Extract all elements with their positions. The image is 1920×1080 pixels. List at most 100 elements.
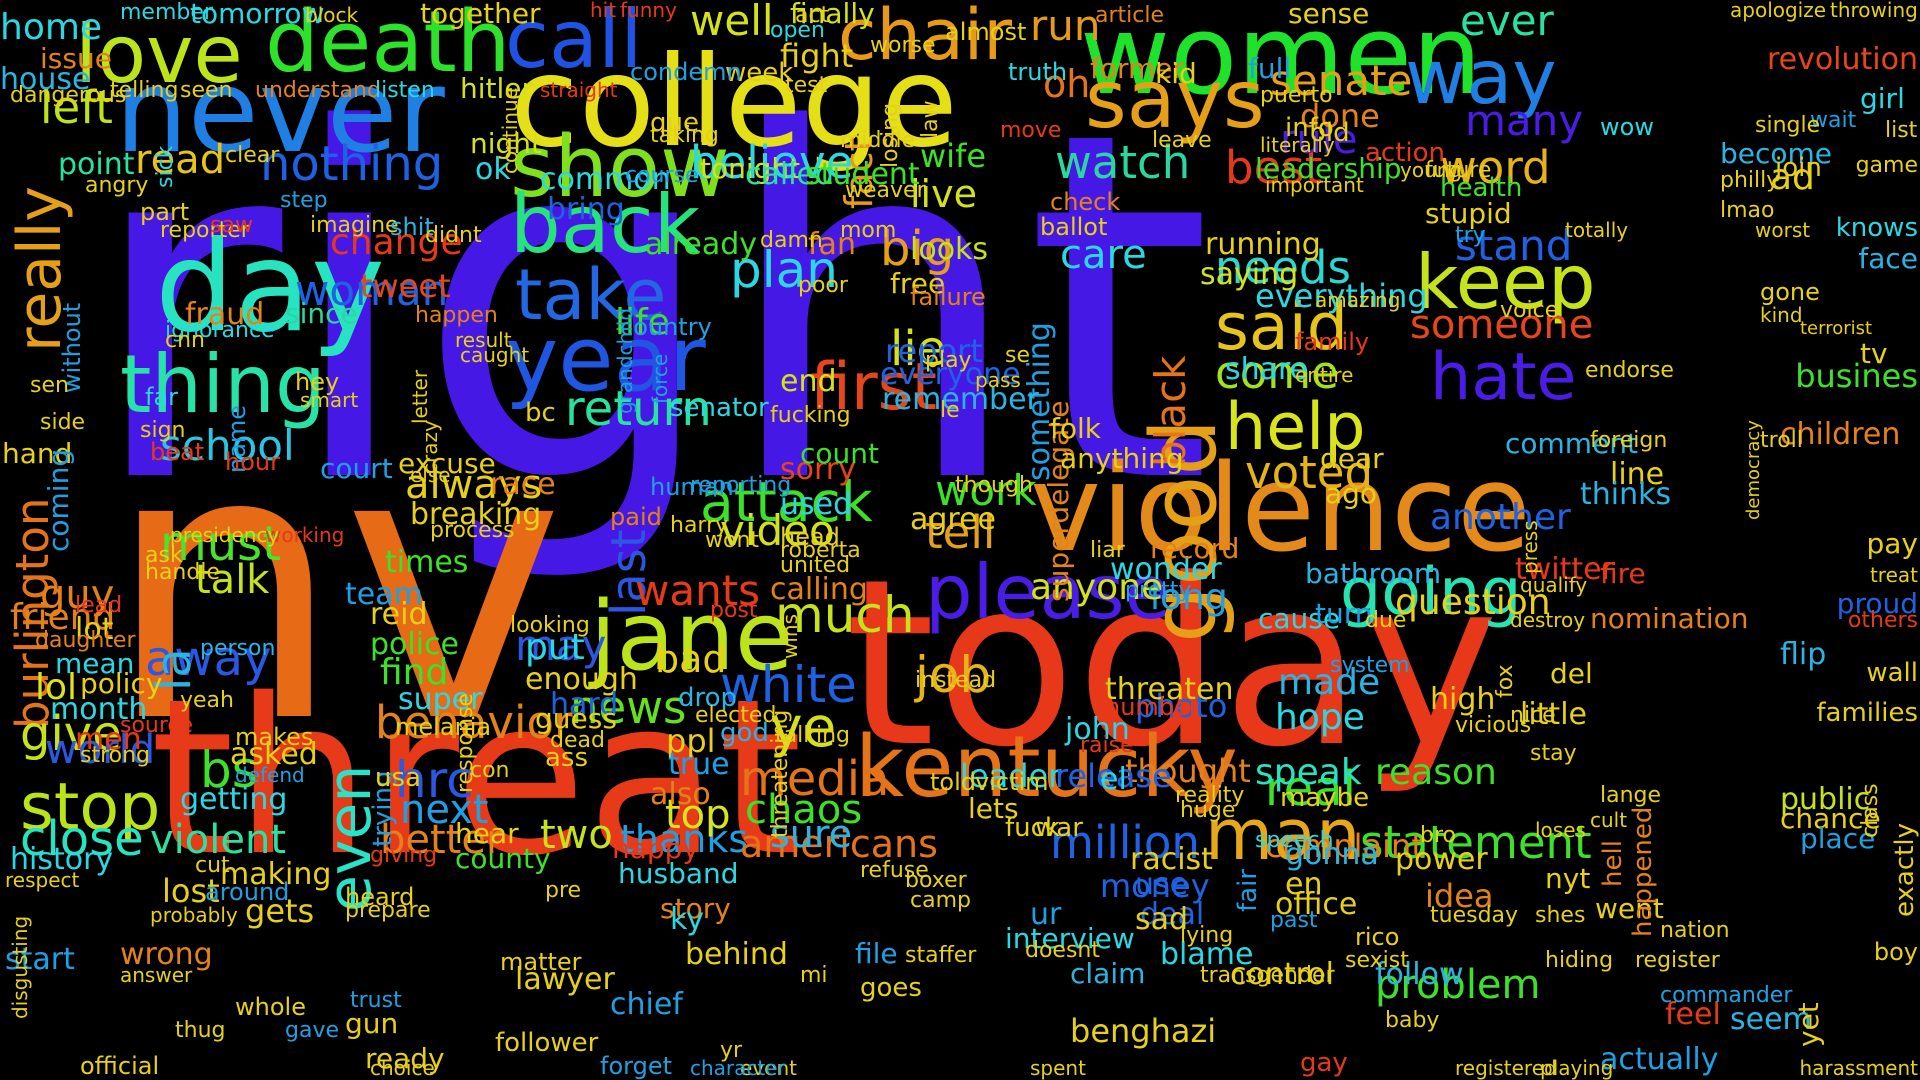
cloud-word-ago: ago: [1325, 477, 1378, 510]
cloud-word-character: character: [690, 1056, 786, 1080]
cloud-word-presidency: presidency: [170, 523, 280, 547]
cloud-word-left: left: [40, 81, 113, 134]
cloud-word-use: use: [1135, 867, 1189, 902]
cloud-word-interview: interview: [1005, 922, 1135, 955]
cloud-word-puerto: puerto: [1260, 83, 1333, 108]
cloud-word-del: del: [1550, 657, 1593, 690]
cloud-word-next: next: [400, 787, 489, 833]
cloud-word-liar: liar: [1090, 538, 1125, 563]
cloud-word-makes: makes: [235, 723, 314, 751]
cloud-word-busines: busines: [1795, 357, 1918, 395]
cloud-word-que: que: [650, 108, 699, 138]
cloud-word-leadership: leadership: [1255, 152, 1402, 185]
cloud-word-hell: hell: [1598, 840, 1628, 888]
cloud-word-qualify: qualify: [1520, 573, 1588, 597]
cloud-word-deal: deal: [1140, 897, 1205, 932]
cloud-word-response: response: [453, 693, 478, 794]
cloud-word-yeah: yeah: [180, 688, 234, 713]
cloud-word-imagine: imagine: [310, 213, 399, 238]
cloud-word-away: away: [145, 631, 272, 687]
cloud-word-threaten: threaten: [1105, 672, 1234, 707]
cloud-word-fuck: fuck: [1005, 813, 1060, 843]
cloud-word-raise: raise: [1080, 733, 1134, 758]
cloud-word-course: course: [625, 163, 699, 188]
cloud-word-lead: lead: [75, 593, 123, 618]
cloud-word-family: family: [1295, 328, 1370, 356]
cloud-word-white: white: [720, 656, 857, 714]
cloud-word-due: due: [1365, 608, 1407, 633]
cloud-word-hitler: hitler: [460, 72, 534, 105]
cloud-word-racist: racist: [1130, 842, 1213, 877]
cloud-word-also: also: [650, 777, 711, 812]
cloud-word-never: never: [115, 45, 445, 179]
cloud-word-bs: bs: [200, 741, 258, 799]
cloud-word-clear: clear: [225, 143, 280, 168]
cloud-word-hrc: hrc: [395, 751, 474, 809]
cloud-word-told: told: [930, 768, 976, 796]
cloud-word-almost: almost: [945, 18, 1027, 46]
cloud-word-refuse: refuse: [860, 858, 929, 883]
cloud-word-human: human: [650, 473, 734, 501]
cloud-word-around: around: [205, 878, 290, 906]
cloud-word-fire: fire: [1600, 557, 1646, 590]
cloud-word-long: long: [1150, 577, 1228, 618]
cloud-word-county: county: [455, 842, 551, 875]
cloud-word-believe: believe: [690, 136, 854, 189]
cloud-word-hand: hand: [2, 437, 73, 470]
cloud-word-needs: needs: [1215, 241, 1351, 294]
cloud-word-check: check: [1050, 188, 1121, 216]
cloud-word-lie: lie: [890, 321, 947, 377]
cloud-word-called: called: [745, 157, 835, 192]
cloud-word-far: far: [145, 383, 179, 411]
cloud-word-post: post: [710, 598, 758, 623]
cloud-word-become: become: [1720, 137, 1833, 170]
cloud-word-kind: kind: [1760, 303, 1803, 327]
cloud-word-registered: registered: [1455, 1056, 1557, 1080]
cloud-word-caught: caught: [460, 343, 530, 367]
cloud-word-didnt: didnt: [425, 223, 482, 248]
cloud-word-someone: someone: [1410, 302, 1594, 348]
cloud-word-americans: americans: [740, 822, 938, 866]
cloud-word-number: number: [1105, 693, 1199, 721]
cloud-word-reporting: reporting: [690, 473, 792, 498]
cloud-word-instead: instead: [915, 668, 997, 693]
cloud-word-doesnt: doesnt: [1025, 938, 1100, 963]
cloud-word-lange: lange: [1600, 783, 1662, 808]
cloud-word-seem: seem: [1730, 1002, 1812, 1037]
cloud-word-step: step: [280, 188, 328, 213]
cloud-word-close: close: [20, 811, 144, 867]
cloud-word-ready: ready: [365, 1042, 445, 1075]
cloud-word-day: day: [155, 215, 385, 360]
cloud-word-year: year: [505, 307, 706, 412]
cloud-word-way: way: [1405, 33, 1557, 121]
cloud-word-vicious: vicious: [1455, 713, 1532, 738]
cloud-word-night: night: [470, 127, 543, 160]
cloud-word-nice: nice: [1510, 703, 1556, 728]
cloud-word-leave: leave: [1152, 128, 1212, 153]
cloud-word-voice: voice: [1500, 298, 1559, 323]
cloud-word-sen: sen: [30, 373, 69, 398]
cloud-word-action: action: [1365, 138, 1446, 168]
cloud-word-chance: chance: [1780, 802, 1881, 835]
cloud-word-lot: lot: [75, 612, 114, 647]
cloud-word-tell: tell: [925, 506, 996, 559]
cloud-word-turn: turn: [1315, 597, 1373, 630]
cloud-word-finally: finally: [790, 0, 875, 30]
cloud-word-place: place: [1800, 822, 1876, 855]
cloud-word-fair: fair: [1233, 869, 1263, 913]
cloud-word-senator: senator: [670, 393, 769, 423]
cloud-word-working: working: [265, 523, 345, 547]
cloud-word-together: together: [420, 0, 541, 30]
cloud-word-health: health: [1440, 173, 1523, 203]
cloud-word-melania: melania: [395, 713, 492, 741]
cloud-word-pay: pay: [1866, 527, 1918, 560]
cloud-word-man: man: [1205, 794, 1361, 876]
cloud-word-benghazi: benghazi: [1070, 1012, 1217, 1050]
cloud-word-wonder: wonder: [1110, 552, 1222, 587]
cloud-word-knows: knows: [1835, 213, 1918, 243]
cloud-word-pretty: pretty: [1125, 578, 1192, 603]
cloud-word-thanks: thanks: [620, 817, 749, 861]
cloud-word-complaint: complaint: [1265, 827, 1424, 865]
cloud-word-tweet: tweet: [360, 267, 451, 305]
